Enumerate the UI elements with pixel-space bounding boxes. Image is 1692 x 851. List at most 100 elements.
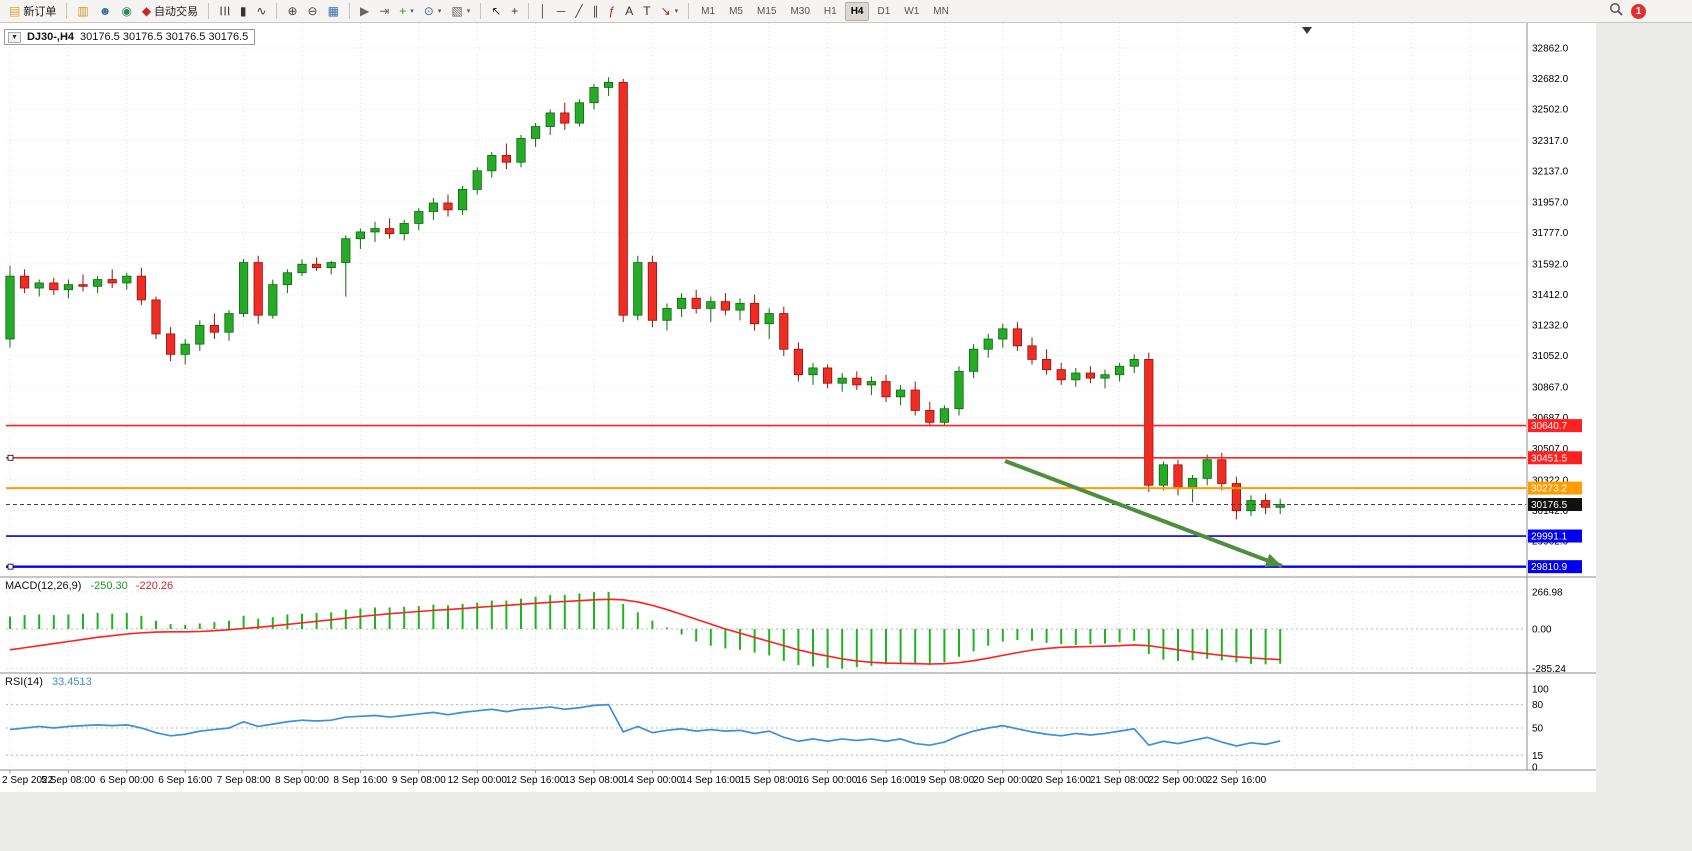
line-chart-button[interactable]: ∿: [252, 2, 270, 21]
new-order-icon: ▤: [9, 4, 21, 18]
price-badge-label: 29991.1: [1531, 532, 1568, 543]
macd-main-value: -250.30: [90, 580, 128, 592]
tile-windows-button[interactable]: ▦: [324, 2, 343, 21]
price-axis-label: 32502.0: [1532, 105, 1569, 116]
line-chart-icon: ∿: [256, 4, 267, 18]
channel-button[interactable]: ∥: [589, 2, 603, 21]
chart-shift-button[interactable]: ⇥: [375, 2, 393, 21]
price-badge: [1528, 451, 1582, 465]
rsi-axis-label: 100: [1532, 685, 1549, 696]
vertical-line-button[interactable]: │: [535, 2, 551, 21]
zoom-out-button[interactable]: ⊖: [304, 2, 322, 21]
candle-body: [34, 282, 44, 289]
time-axis-label: 16 Sep 16:00: [856, 775, 916, 786]
navigator-button[interactable]: ◉: [117, 2, 135, 21]
candle-body: [1261, 500, 1271, 508]
new-order-button[interactable]: ▤ 新订单: [5, 2, 60, 21]
chart-symbol-label[interactable]: ▼ DJ30-,H4 30176.5 30176.5 30176.5 30176…: [4, 29, 256, 45]
candle-body: [969, 348, 979, 372]
candle-body: [122, 275, 132, 284]
one-click-trading-collapse-icon[interactable]: ▼: [8, 31, 21, 43]
macd-axis-label: 266.98: [1532, 587, 1563, 598]
candle-body: [779, 313, 789, 350]
timeframe-button-M30[interactable]: M30: [784, 2, 815, 21]
autotrading-button[interactable]: ◆ 自动交易: [138, 2, 202, 21]
candle-body: [5, 275, 15, 340]
timeframe-button-H1[interactable]: H1: [818, 2, 843, 21]
trend-arrow[interactable]: [1004, 459, 1283, 568]
candle-body: [311, 263, 322, 269]
time-axis-label: 16 Sep 00:00: [798, 775, 858, 786]
candle-body: [896, 389, 906, 398]
timeframe-button-W1[interactable]: W1: [898, 2, 925, 21]
candle-body: [1144, 359, 1154, 486]
line-handle[interactable]: [7, 563, 14, 570]
candle-body: [793, 348, 804, 376]
candle-body: [501, 155, 512, 163]
rsi-axis-label: 80: [1532, 700, 1544, 711]
trendline-button[interactable]: ╱: [571, 2, 586, 21]
timeframe-button-H4[interactable]: H4: [844, 1, 870, 21]
candle-body: [1056, 369, 1066, 381]
market-watch-button[interactable]: ▥: [73, 2, 92, 21]
channel-icon: ∥: [592, 4, 599, 18]
candle-body: [238, 262, 249, 314]
horizontal-line-button[interactable]: ─: [553, 2, 570, 21]
autotrading-icon: ◆: [141, 4, 152, 18]
price-axis-label: 30507.0: [1532, 444, 1569, 455]
trend-arrow-line[interactable]: [1004, 459, 1283, 568]
time-axis-label: 14 Sep 16:00: [681, 775, 741, 786]
timeframe-button-M5[interactable]: M5: [723, 2, 749, 21]
tile-windows-icon: ▦: [327, 4, 339, 18]
chart-canvas[interactable]: 32862.0 32682.0 32502.0 32317.0 32137.0 31957…: [0, 23, 1596, 792]
price-axis-label: 30687.0: [1532, 413, 1569, 424]
indicators-button[interactable]: + ▾: [395, 2, 418, 21]
search-icon[interactable]: [1609, 2, 1623, 21]
bar-chart-button[interactable]: ☰: [215, 2, 234, 21]
time-axis-label: 20 Sep 16:00: [1031, 775, 1091, 786]
toolbar-separator: [348, 3, 350, 19]
arrows-button[interactable]: ↘ ▾: [657, 2, 683, 21]
periods-button[interactable]: ⊙ ▾: [420, 2, 446, 21]
candle-body: [881, 381, 891, 398]
timeframe-button-M15[interactable]: M15: [751, 2, 782, 21]
candle-body: [180, 343, 190, 355]
line-handle[interactable]: [7, 454, 14, 461]
candle-body: [764, 313, 774, 325]
candle-body: [998, 328, 1008, 340]
timeframe-button-M1[interactable]: M1: [695, 2, 721, 21]
price-axis[interactable]: 32862.0 32682.0 32502.0 32317.0 32137.0 31957…: [1528, 43, 1582, 774]
chart-shift-icon: ⇥: [379, 4, 390, 18]
candle-body: [384, 228, 395, 235]
macd-title: MACD(12,26,9): [5, 580, 82, 592]
cursor-button[interactable]: ↖: [487, 2, 505, 21]
toolbar-separator: [528, 3, 530, 19]
text-button[interactable]: A: [621, 2, 637, 21]
chevron-down-icon: ▾: [674, 8, 679, 15]
zoom-in-button[interactable]: ⊕: [283, 2, 301, 21]
toolbar-separator: [480, 3, 482, 19]
toolbox-button[interactable]: ☻: [95, 2, 116, 21]
auto-scroll-button[interactable]: ▶: [356, 2, 373, 21]
notification-badge[interactable]: 1: [1631, 3, 1646, 19]
timeframe-button-MN[interactable]: MN: [927, 2, 955, 21]
fibonacci-button[interactable]: ƒ: [605, 2, 620, 21]
price-badge-label: 30176.5: [1531, 500, 1568, 511]
text-label-button[interactable]: T: [639, 2, 654, 21]
price-badge-label: 30451.5: [1531, 453, 1568, 464]
timeframe-button-D1[interactable]: D1: [871, 2, 896, 21]
autotrading-button-label: 自动交易: [154, 6, 199, 18]
price-axis-label: 31592.0: [1532, 259, 1569, 270]
search-icon-glyph: [1610, 2, 1623, 16]
candlestick-chart-button[interactable]: ▮: [236, 2, 251, 21]
templates-icon: ▧: [451, 4, 463, 18]
candle-body: [1027, 345, 1037, 360]
templates-button[interactable]: ▧ ▾: [447, 2, 474, 21]
candle-body: [19, 275, 30, 289]
candle-body: [151, 299, 161, 335]
navigator-icon: ◉: [121, 4, 132, 18]
time-axis-label: 22 Sep 16:00: [1207, 775, 1267, 786]
crosshair-button[interactable]: +: [507, 2, 522, 21]
